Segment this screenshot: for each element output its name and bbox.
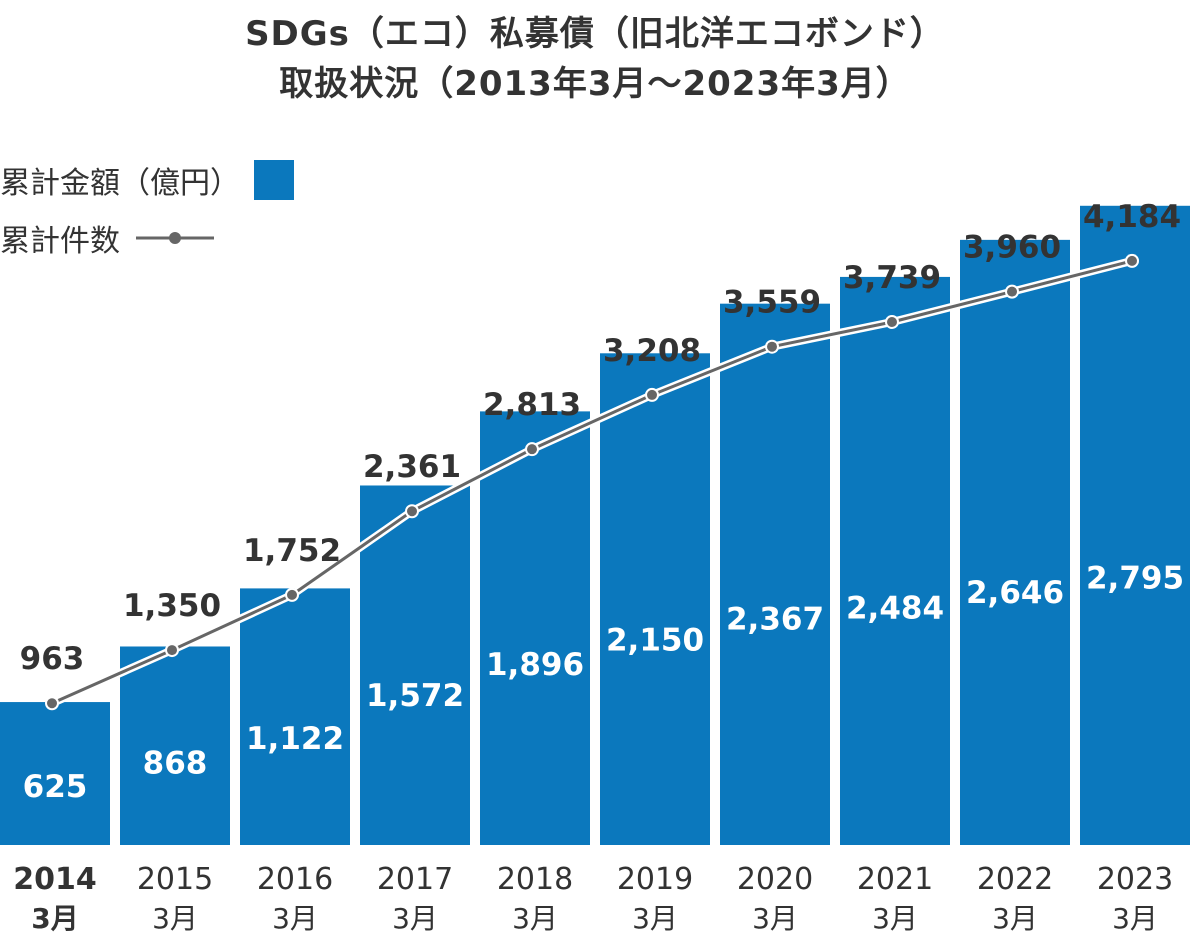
point-2015 (167, 645, 177, 656)
x-tick-year-2022: 2022 (977, 862, 1053, 897)
point-2019 (647, 389, 657, 400)
bar-label-2019: 2,150 (606, 622, 704, 658)
legend-swatch-amount (254, 160, 294, 200)
x-tick-year-2015: 2015 (137, 862, 213, 897)
point-2023 (1127, 255, 1137, 266)
count-line (51, 259, 1133, 705)
x-tick-year-2019: 2019 (617, 862, 693, 897)
point-2017 (407, 506, 417, 517)
x-tick-month-2015: 3月 (152, 902, 198, 935)
legend-item-count: 累計件数 (0, 216, 214, 260)
bar-2022 (960, 239, 1070, 845)
bar-2019 (600, 353, 710, 845)
bar-2017 (360, 485, 470, 845)
point-label-2023: 4,184 (1083, 199, 1181, 235)
point-2021 (887, 316, 897, 327)
x-tick-year-2023: 2023 (1097, 862, 1173, 897)
x-tick-month-2021: 3月 (872, 902, 918, 935)
x-tick-year-2017: 2017 (377, 862, 453, 897)
point-label-2022: 3,960 (963, 230, 1061, 266)
chart-title-line-1: SDGs（エコ）私募債（旧北洋エコボンド） (245, 14, 945, 54)
point-label-2019: 3,208 (603, 333, 701, 369)
point-label-2018: 2,813 (483, 387, 581, 423)
bar-label-2023: 2,795 (1086, 561, 1184, 597)
point-label-2020: 3,559 (723, 285, 821, 321)
x-tick-month-2022: 3月 (992, 902, 1038, 935)
point-2020 (767, 341, 777, 352)
x-tick-month-2018: 3月 (512, 902, 558, 935)
x-tick-year-2014: 2014 (13, 862, 97, 897)
legend-label-amount: 累計金額（億円） (0, 166, 240, 201)
point-2016 (287, 589, 297, 600)
legend-line-icon (136, 232, 214, 244)
bar-label-2015: 868 (143, 746, 208, 782)
legend-label-count: 累計件数 (0, 224, 120, 259)
x-tick-year-2016: 2016 (257, 862, 333, 897)
x-tick-month-2014: 3月 (31, 902, 78, 935)
bar-label-2014: 625 (23, 769, 88, 805)
bar-2016 (240, 588, 350, 845)
bar-2020 (720, 303, 830, 845)
bar-2014 (0, 702, 110, 845)
point-2014 (47, 698, 57, 709)
x-tick-month-2019: 3月 (632, 902, 678, 935)
bar-label-2022: 2,646 (966, 575, 1064, 611)
bar-label-2021: 2,484 (846, 590, 944, 626)
point-label-2021: 3,739 (843, 260, 941, 296)
bar-2021 (840, 276, 950, 846)
point-label-2014: 963 (20, 641, 85, 677)
bar-label-2020: 2,367 (726, 602, 824, 638)
x-tick-month-2017: 3月 (392, 902, 438, 935)
point-2018 (527, 444, 537, 455)
x-tick-year-2018: 2018 (497, 862, 573, 897)
x-tick-year-2020: 2020 (737, 862, 813, 897)
chart-title-line-2: 取扱状況（2013年3月～2023年3月） (279, 64, 911, 104)
bar-2018 (480, 411, 590, 845)
bar-label-2016: 1,122 (246, 721, 344, 757)
x-tick-month-2016: 3月 (272, 902, 318, 935)
bar-2015 (120, 646, 230, 845)
point-label-2016: 1,752 (243, 533, 341, 569)
point-2022 (1007, 286, 1017, 297)
point-label-2017: 2,361 (363, 449, 461, 485)
bar-label-2017: 1,572 (366, 678, 464, 714)
x-tick-month-2020: 3月 (752, 902, 798, 935)
x-tick-year-2021: 2021 (857, 862, 933, 897)
point-label-2015: 1,350 (123, 588, 221, 624)
bar-label-2018: 1,896 (486, 647, 584, 683)
x-tick-month-2023: 3月 (1112, 902, 1158, 935)
bar-2023 (1080, 205, 1190, 845)
legend-item-amount: 累計金額（億円） (0, 158, 294, 202)
